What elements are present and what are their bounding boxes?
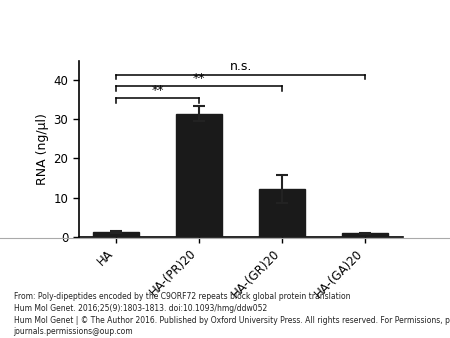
Text: **: ** bbox=[193, 72, 206, 85]
Bar bbox=[176, 114, 222, 237]
Text: n.s.: n.s. bbox=[230, 61, 252, 73]
Text: **: ** bbox=[152, 84, 164, 97]
Bar bbox=[342, 234, 388, 237]
Y-axis label: RNA (ng/μl): RNA (ng/μl) bbox=[36, 113, 50, 185]
Text: From: Poly-dipeptides encoded by the C9ORF72 repeats block global protein transl: From: Poly-dipeptides encoded by the C9O… bbox=[14, 292, 450, 336]
Bar bbox=[259, 189, 305, 237]
Bar bbox=[94, 232, 139, 237]
